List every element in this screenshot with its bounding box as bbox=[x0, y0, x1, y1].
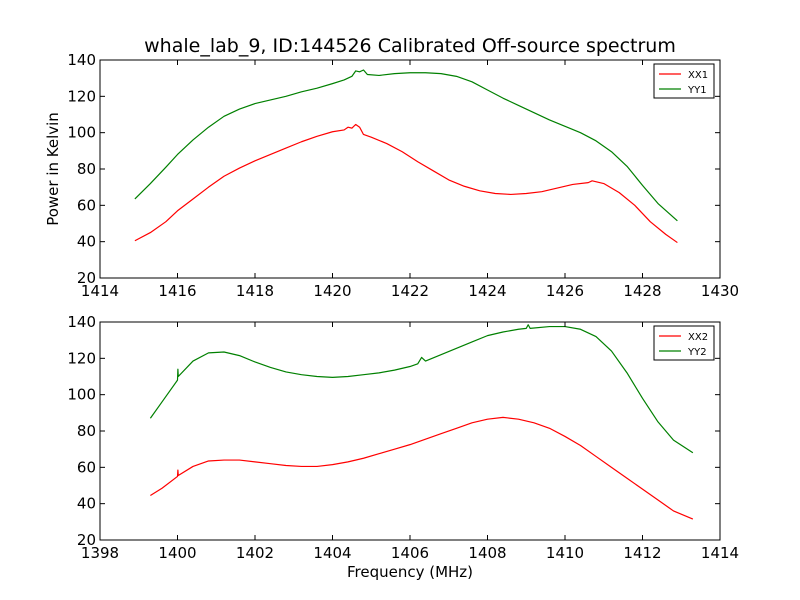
x-tick-label: 1410 bbox=[546, 544, 584, 562]
x-tick-label: 1428 bbox=[623, 282, 661, 300]
chart-title: whale_lab_9, ID:144526 Calibrated Off-so… bbox=[144, 35, 676, 57]
legend-label-yy2: YY2 bbox=[687, 347, 707, 358]
x-tick-label: 1412 bbox=[623, 544, 661, 562]
y-tick-label: 120 bbox=[67, 349, 96, 367]
plot-top: 1414 1416 1418 1420 1422 1424 1426 1428 1430 20 40… bbox=[67, 51, 739, 300]
series-line-yy1 bbox=[134, 69, 678, 222]
y-tick-label: 140 bbox=[67, 51, 96, 69]
y-tick-label: 120 bbox=[67, 87, 96, 105]
y-tick-label: 20 bbox=[77, 531, 96, 549]
x-tick-label: 1418 bbox=[236, 282, 274, 300]
x-tick-label: 1426 bbox=[546, 282, 584, 300]
x-tick-label: 1420 bbox=[313, 282, 351, 300]
x-tick-label: 1404 bbox=[313, 544, 351, 562]
x-tick-label: 1422 bbox=[391, 282, 429, 300]
y-tick-label: 60 bbox=[77, 196, 96, 214]
legend-label-xx2: XX2 bbox=[688, 332, 708, 343]
x-tick-label: 1414 bbox=[701, 544, 739, 562]
y-tick-label: 80 bbox=[77, 422, 96, 440]
y-tick-label: 100 bbox=[67, 124, 96, 142]
x-tick-label: 1424 bbox=[468, 282, 506, 300]
y-tick-label: 80 bbox=[77, 160, 96, 178]
y-tick-label: 100 bbox=[67, 386, 96, 404]
series-line-yy2 bbox=[149, 324, 694, 454]
plot-bottom: 1398 1400 1402 1404 1406 1408 1410 1412 1414 20 40… bbox=[67, 313, 739, 562]
x-tick-label: 1430 bbox=[701, 282, 739, 300]
x-tick-label: 1400 bbox=[158, 544, 196, 562]
legend-label-yy1: YY1 bbox=[687, 85, 707, 96]
y-tick-label: 40 bbox=[77, 233, 96, 251]
y-axis-label: Power in Kelvin bbox=[44, 112, 62, 226]
x-tick-label: 1406 bbox=[391, 544, 429, 562]
x-tick-label: 1402 bbox=[236, 544, 274, 562]
y-tick-label: 140 bbox=[67, 313, 96, 331]
legend-box bbox=[653, 325, 715, 361]
legend-label-xx1: XX1 bbox=[688, 70, 708, 81]
legend-box bbox=[653, 63, 715, 99]
series-line-xx1 bbox=[134, 123, 678, 244]
y-tick-label: 20 bbox=[77, 269, 96, 287]
x-tick-label: 1408 bbox=[468, 544, 506, 562]
y-tick-label: 60 bbox=[77, 458, 96, 476]
y-tick-label: 40 bbox=[77, 495, 96, 513]
series-line-xx2 bbox=[150, 416, 694, 520]
x-tick-label: 1416 bbox=[158, 282, 196, 300]
x-axis-label: Frequency (MHz) bbox=[347, 563, 473, 581]
x-tick-label: 1414 bbox=[81, 282, 119, 300]
x-tick-label: 1398 bbox=[81, 544, 119, 562]
